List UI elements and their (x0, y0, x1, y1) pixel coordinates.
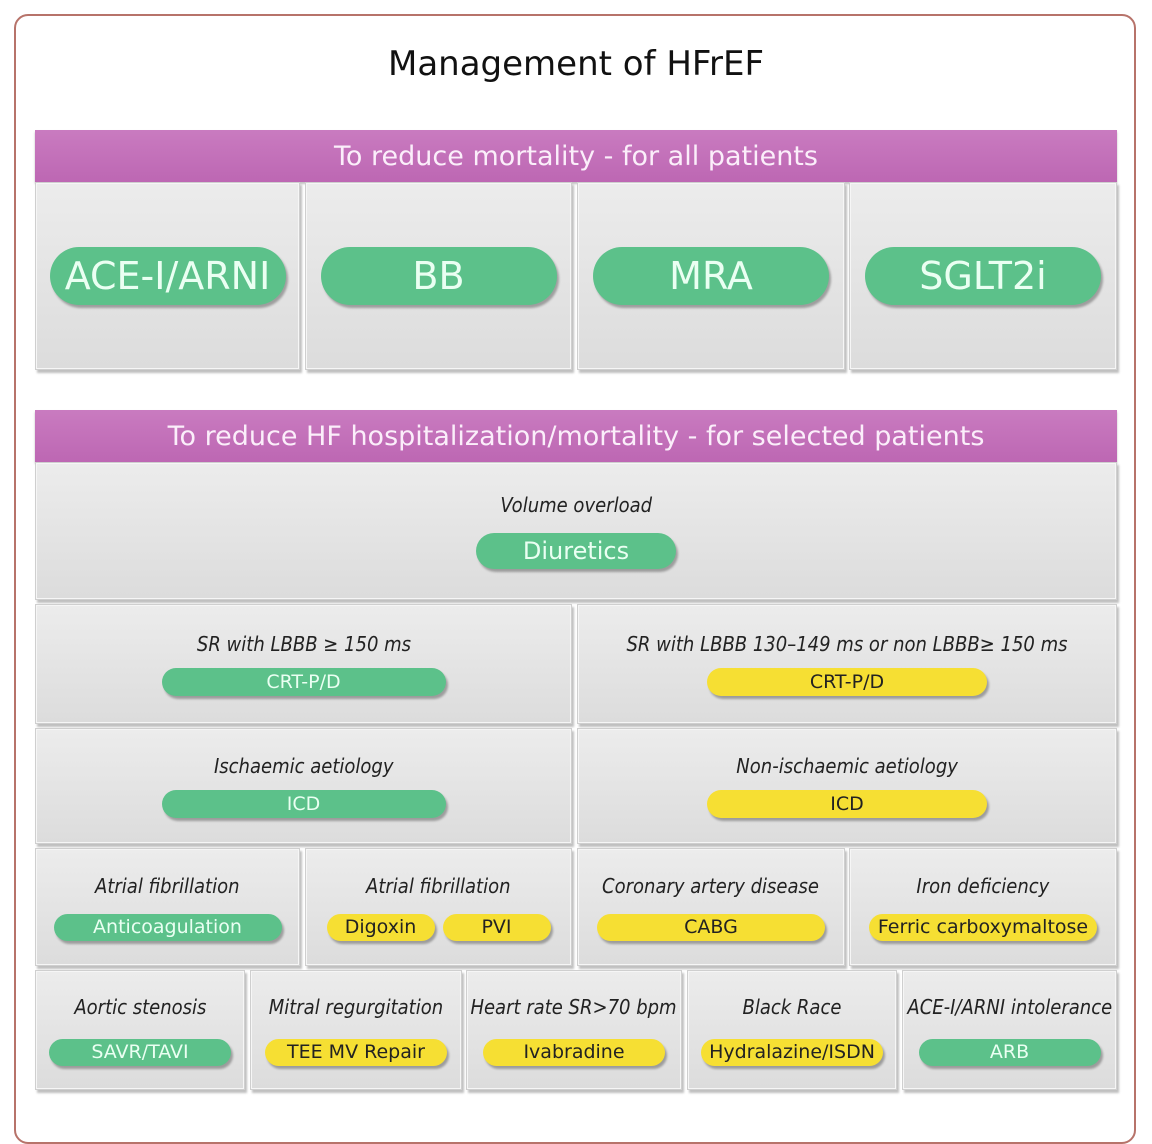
criteria-cell: Ischaemic aetiology ICD (35, 728, 572, 844)
treatment-group: ACE-I/ARNI (49, 247, 286, 305)
treatment-pill: Digoxin (326, 913, 435, 941)
criteria-label: SR with LBBB 130–149 ms or non LBBB≥ 150… (626, 632, 1068, 656)
criteria-label: ACE-I/ARNI intolerance (907, 994, 1112, 1019)
section-header-all-patients: To reduce mortality - for all patients (35, 130, 1117, 182)
criteria-cell: BB (305, 182, 572, 370)
criteria-label: SR with LBBB ≥ 150 ms (196, 632, 411, 656)
criteria-label: Ischaemic aetiology (213, 754, 394, 778)
treatment-group: SAVR/TAVI (49, 1038, 231, 1066)
criteria-cell: MRA (577, 182, 845, 370)
treatment-pill: ICD (707, 790, 987, 818)
treatment-group: ICD (707, 790, 987, 818)
treatment-pill: Diuretics (476, 533, 676, 569)
treatment-pill: Hydralazine/ISDN (701, 1038, 883, 1066)
treatment-pill: ARB (918, 1038, 1101, 1066)
treatment-group: Digoxin PVI (326, 913, 551, 941)
treatment-pill: SGLT2i (865, 247, 1101, 305)
treatment-group: CRT-P/D (161, 668, 446, 696)
treatment-pill: ICD (161, 790, 446, 818)
treatment-group: MRA (593, 247, 829, 305)
criteria-cell: Atrial fibrillation Anticoagulation (35, 848, 300, 966)
treatment-pill: CRT-P/D (161, 668, 446, 696)
criteria-cell: Mitral regurgitation TEE MV Repair (250, 970, 462, 1090)
treatment-pill: PVI (442, 913, 551, 941)
criteria-label: Volume overload (500, 493, 652, 517)
treatment-group: BB (320, 247, 557, 305)
treatment-group: Anticoagulation (53, 913, 282, 941)
treatment-pill: BB (320, 247, 557, 305)
criteria-cell: Heart rate SR>70 bpm Ivabradine (466, 970, 682, 1090)
treatment-group: ARB (918, 1038, 1101, 1066)
treatment-pill: Ivabradine (483, 1038, 665, 1066)
section-header-selected-patients: To reduce HF hospitalization/mortality -… (35, 410, 1117, 462)
treatment-group: Hydralazine/ISDN (701, 1038, 883, 1066)
treatment-pill: MRA (593, 247, 829, 305)
criteria-label: Atrial fibrillation (366, 873, 511, 898)
criteria-label: Atrial fibrillation (95, 873, 240, 898)
criteria-label: Mitral regurgitation (268, 994, 444, 1019)
treatment-group: SGLT2i (865, 247, 1101, 305)
criteria-label: Coronary artery disease (602, 873, 820, 898)
treatment-group: CRT-P/D (707, 668, 987, 696)
criteria-cell: SGLT2i (849, 182, 1117, 370)
treatment-group: Diuretics (476, 533, 676, 569)
criteria-cell: SR with LBBB ≥ 150 ms CRT-P/D (35, 604, 572, 724)
treatment-pill: CABG (597, 913, 825, 941)
treatment-group: Ferric carboxymaltose (869, 913, 1097, 941)
criteria-cell: Black Race Hydralazine/ISDN (687, 970, 897, 1090)
treatment-pill: TEE MV Repair (265, 1038, 447, 1066)
treatment-pill: Ferric carboxymaltose (869, 913, 1097, 941)
criteria-label: Black Race (742, 994, 842, 1019)
criteria-label: Heart rate SR>70 bpm (470, 994, 678, 1019)
criteria-label: Iron deficiency (916, 873, 1050, 898)
criteria-cell: Coronary artery disease CABG (577, 848, 845, 966)
criteria-cell: Aortic stenosis SAVR/TAVI (35, 970, 245, 1090)
treatment-pill: CRT-P/D (707, 668, 987, 696)
treatment-pill: Anticoagulation (53, 913, 282, 941)
criteria-cell: Iron deficiency Ferric carboxymaltose (849, 848, 1117, 966)
criteria-cell: ACE-I/ARNI intolerance ARB (902, 970, 1117, 1090)
treatment-group: TEE MV Repair (265, 1038, 447, 1066)
treatment-group: ICD (161, 790, 446, 818)
treatment-pill: SAVR/TAVI (49, 1038, 231, 1066)
treatment-pill: ACE-I/ARNI (49, 247, 286, 305)
diagram-title: Management of HFrEF (387, 44, 765, 84)
criteria-cell: Atrial fibrillation Digoxin PVI (305, 848, 572, 966)
criteria-cell: SR with LBBB 130–149 ms or non LBBB≥ 150… (577, 604, 1117, 724)
criteria-cell: Non-ischaemic aetiology ICD (577, 728, 1117, 844)
criteria-cell: ACE-I/ARNI (35, 182, 300, 370)
treatment-group: Ivabradine (483, 1038, 665, 1066)
criteria-cell: Volume overload Diuretics (35, 462, 1117, 600)
treatment-group: CABG (597, 913, 825, 941)
criteria-label: Aortic stenosis (73, 994, 207, 1019)
criteria-label: Non-ischaemic aetiology (736, 754, 958, 778)
